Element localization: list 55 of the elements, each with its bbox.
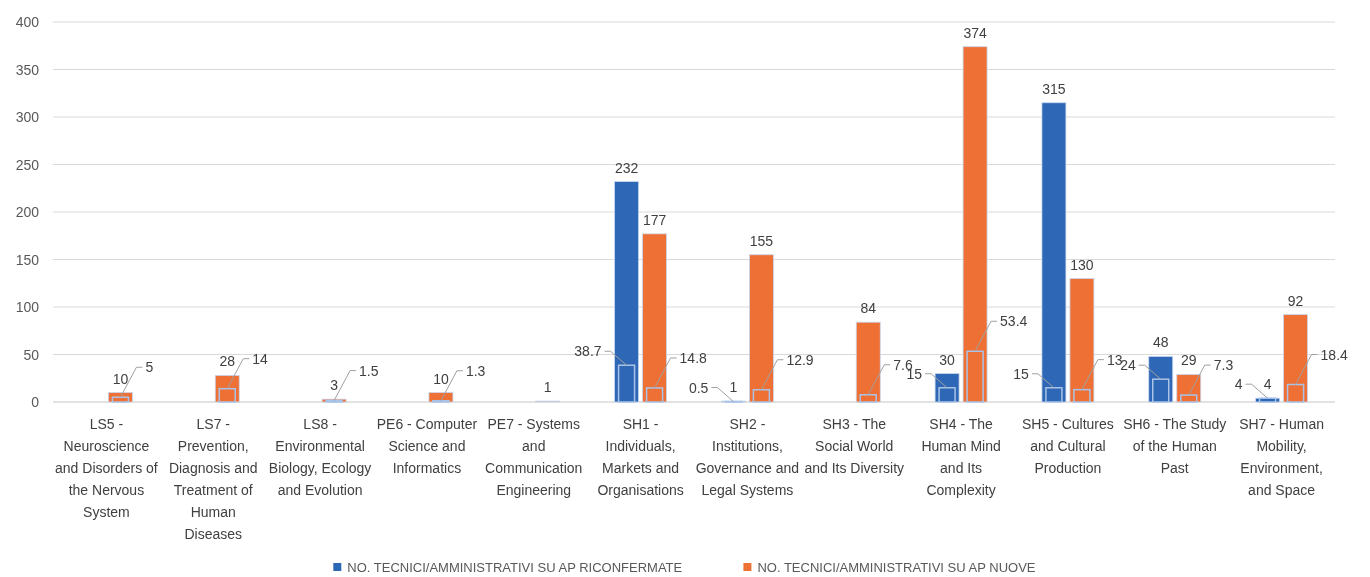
x-tick-label: SH1 - Individuals, Markets and Organisations xyxy=(597,416,684,498)
legend-label: NO. TECNICI/AMMINISTRATIVI SU AP RICONFERMATE xyxy=(347,560,683,575)
data-label: 12.9 xyxy=(786,351,814,368)
data-label: 53.4 xyxy=(1000,313,1028,330)
x-tick-label: SH6 - The Study of the Human Past xyxy=(1123,416,1227,476)
data-label: 29 xyxy=(1180,352,1197,369)
data-label: 14 xyxy=(252,350,269,367)
legend-label: NO. TECNICI/AMMINISTRATIVI SU AP NUOVE xyxy=(757,560,1036,575)
data-label: 374 xyxy=(963,24,987,41)
data-label: 315 xyxy=(1042,80,1066,97)
data-label: 3 xyxy=(330,377,339,394)
x-tick-label: SH3 - The Social World and Its Diversity xyxy=(804,416,905,476)
data-label: 1.5 xyxy=(359,362,379,379)
data-label: 7.3 xyxy=(1213,357,1234,374)
y-tick-label: 100 xyxy=(15,299,40,315)
x-tick-label: SH7 - Human Mobility, Environment, and Space xyxy=(1239,416,1324,498)
x-tick-label: LS7 - Prevention, Diagnosis and Treatment of Human Diseases xyxy=(168,416,258,542)
data-label: 155 xyxy=(749,232,774,249)
x-tick-label: SH4 - The Human Mind and Its Complexity xyxy=(921,416,1001,498)
y-tick-label: 200 xyxy=(15,204,40,220)
data-label: 30 xyxy=(939,351,956,368)
data-label: 10 xyxy=(433,370,449,387)
y-tick-label: 150 xyxy=(15,251,40,268)
y-tick-label: 300 xyxy=(15,109,40,125)
data-label: 232 xyxy=(614,159,639,176)
data-label: 92 xyxy=(1287,292,1304,309)
y-tick-label: 350 xyxy=(15,61,40,78)
x-tick-label: LS8 - Environmental Biology, Ecology and Evolution xyxy=(268,416,372,498)
y-tick-label: 250 xyxy=(15,156,40,173)
y-tick-label: 50 xyxy=(23,346,40,363)
x-tick-label: PE7 - Systems and Communication Engineering xyxy=(485,416,583,498)
y-tick-label: 0 xyxy=(31,394,40,410)
data-label: 14.8 xyxy=(679,349,708,366)
data-label: 10 xyxy=(112,370,129,387)
data-label: 1 xyxy=(729,379,738,396)
data-label: 18.4 xyxy=(1320,346,1349,363)
data-label: 1.3 xyxy=(465,362,486,379)
data-label: 38.7 xyxy=(574,343,602,360)
data-label: 177 xyxy=(642,211,667,228)
x-tick-label: SH5 - Cultures and Cultural Production xyxy=(1022,416,1114,476)
data-label: 0.5 xyxy=(688,379,709,396)
data-label: 1 xyxy=(543,379,552,396)
y-tick-label: 400 xyxy=(15,14,40,30)
x-tick-label: LS5 - Neuroscience and Disorders of the Nervous System xyxy=(55,416,158,520)
x-tick-label: PE6 - Computer Science and Informatics xyxy=(376,416,478,476)
data-label: 15 xyxy=(1013,365,1030,382)
data-label: 4 xyxy=(1263,376,1272,393)
data-label: 130 xyxy=(1070,256,1094,273)
x-tick-label: SH2 - Institutions, Governance and Legal Systems xyxy=(695,416,800,498)
data-label: 13 xyxy=(1106,351,1123,368)
data-label: 84 xyxy=(860,300,877,317)
data-label: 48 xyxy=(1152,334,1169,351)
data-label: 28 xyxy=(219,353,236,370)
data-label: 4 xyxy=(1234,376,1243,393)
data-label: 5 xyxy=(145,359,154,376)
